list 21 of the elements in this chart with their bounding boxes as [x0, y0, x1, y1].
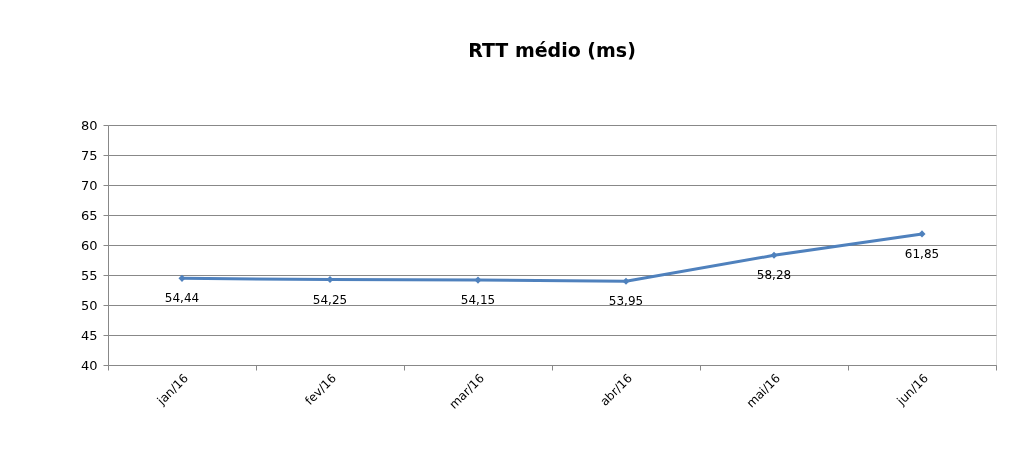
- point: [474, 276, 482, 284]
- data-label: 54,44: [164, 291, 200, 306]
- y-tick-label: 65: [80, 207, 98, 223]
- y-tick-label: 75: [80, 147, 98, 163]
- y-tick-label: 60: [80, 237, 98, 253]
- point: [622, 277, 630, 285]
- data-label: 53,95: [608, 294, 644, 309]
- y-tick-label: 45: [80, 327, 98, 343]
- point: [918, 230, 926, 238]
- chart-title: RTT médio (ms): [468, 39, 636, 61]
- data-label: 54,15: [460, 293, 496, 308]
- data-label: 58,28: [756, 268, 792, 283]
- y-tick-label: 55: [80, 267, 98, 283]
- y-tick-label: 80: [80, 117, 98, 133]
- y-tick-label: 50: [80, 297, 98, 313]
- y-tick-label: 70: [80, 177, 98, 193]
- y-tick-label: 40: [80, 357, 98, 373]
- data-label: 54,25: [312, 292, 348, 307]
- data-label: 61,85: [904, 246, 940, 261]
- point: [178, 274, 186, 282]
- point: [770, 251, 778, 259]
